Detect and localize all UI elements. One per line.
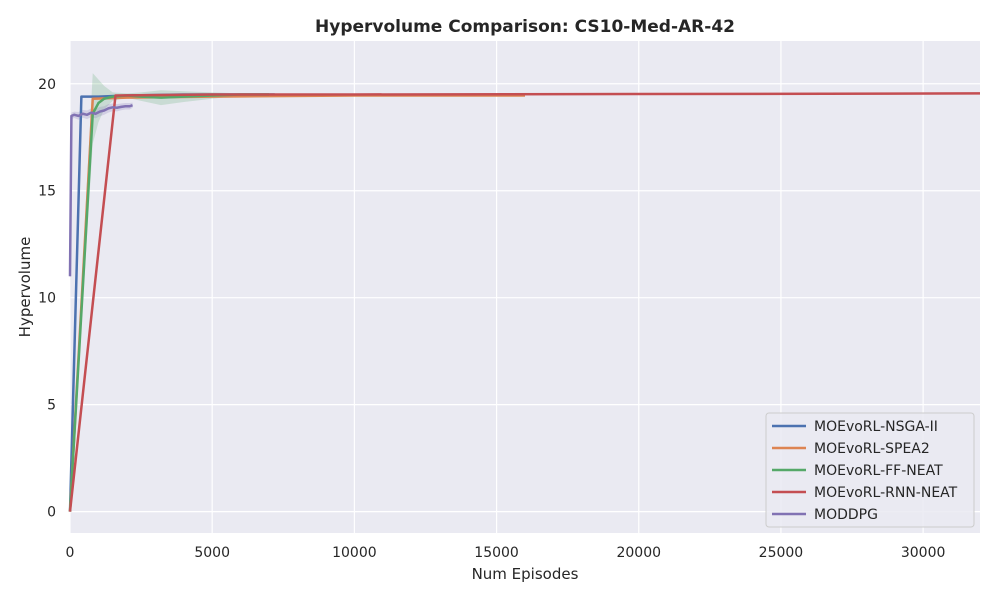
y-tick-label: 15 [38,184,56,200]
chart-title: Hypervolume Comparison: CS10-Med-AR-42 [315,17,735,37]
series-line-moddpg [68,104,134,277]
legend-label-moevorl-spea2: MOEvoRL-SPEA2 [814,441,930,457]
legend-label-moddpg: MODDPG [814,507,878,523]
gridlines [69,41,980,533]
x-tick-label: 10000 [332,545,377,561]
y-tick-label: 20 [38,77,56,93]
legend-box [765,412,975,528]
x-axis-label: Num Episodes [472,565,579,583]
series-lines [68,92,981,512]
y-axis-ticks: 0 5 10 15 20 [38,77,56,521]
x-tick-label: 20000 [616,545,661,561]
legend-label-moevorl-nsga-ii: MOEvoRL-NSGA-II [814,419,938,435]
x-tick-label: 0 [66,545,75,561]
legend-label-moevorl-rnn-neat: MOEvoRL-RNN-NEAT [814,485,958,501]
series-line-moevorl-rnn-neat [68,92,981,512]
x-tick-label: 15000 [474,545,519,561]
y-tick-label: 10 [38,291,56,307]
y-axis-label: Hypervolume [16,237,34,338]
x-axis-ticks: 0 5000 10000 15000 20000 25000 30000 [66,545,946,561]
legend: MOEvoRL-NSGA-II MOEvoRL-SPEA2 MOEvoRL-FF-N… [765,412,975,528]
y-tick-label: 0 [47,505,56,521]
x-tick-label: 25000 [759,545,804,561]
y-tick-label: 5 [47,398,56,414]
x-tick-label: 30000 [901,545,946,561]
legend-label-moevorl-ff-neat: MOEvoRL-FF-NEAT [814,463,943,479]
x-tick-label: 5000 [194,545,230,561]
